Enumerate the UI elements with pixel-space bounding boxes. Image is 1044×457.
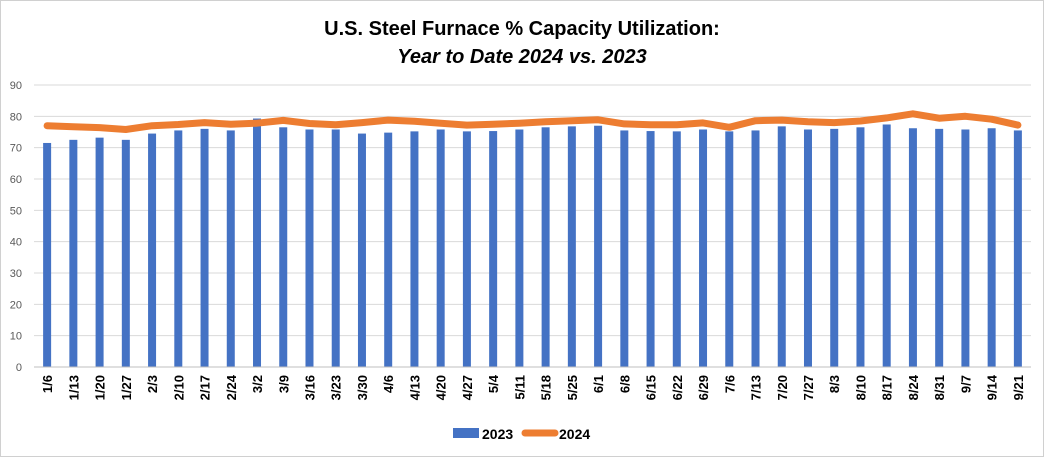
bar-2023 <box>725 131 734 367</box>
bar-2023 <box>95 137 104 367</box>
bar-2023 <box>935 128 944 367</box>
y-tick-label: 0 <box>16 362 22 374</box>
chart-subtitle: Year to Date 2024 vs. 2023 <box>397 46 647 68</box>
y-tick-label: 90 <box>10 80 22 92</box>
x-tick-label: 6/1 <box>591 375 606 393</box>
y-tick-label: 50 <box>10 205 22 217</box>
bar-2023 <box>751 130 760 367</box>
bar-2023 <box>908 128 917 367</box>
x-tick-label: 3/2 <box>250 375 265 393</box>
bar-2023 <box>331 129 340 367</box>
x-tick-label: 1/13 <box>66 375 81 400</box>
y-tick-label: 80 <box>10 111 22 123</box>
chart-title: U.S. Steel Furnace % Capacity Utilizatio… <box>324 18 720 40</box>
line-2024 <box>43 110 1022 133</box>
bar-2023 <box>148 133 157 367</box>
x-tick-label: 8/31 <box>932 375 947 400</box>
bar-2023 <box>489 131 498 367</box>
y-tick-label: 10 <box>10 331 22 343</box>
x-tick-label: 2/3 <box>145 375 160 393</box>
bar-2023 <box>43 142 52 367</box>
x-tick-label: 9/14 <box>985 374 1000 400</box>
x-tick-label: 5/11 <box>512 375 527 400</box>
bar-2023 <box>121 139 130 367</box>
x-tick-label: 3/30 <box>355 375 370 400</box>
bar-2023 <box>777 126 786 367</box>
y-tick-label: 60 <box>10 174 22 186</box>
y-tick-label: 70 <box>10 143 22 155</box>
x-tick-label: 1/20 <box>93 375 108 400</box>
x-tick-label: 3/23 <box>329 375 344 400</box>
bar-2023 <box>279 127 288 367</box>
bar-2023 <box>436 129 445 367</box>
x-tick-label: 3/16 <box>302 375 317 400</box>
bar-2023 <box>620 130 629 367</box>
bar-2023 <box>856 127 865 367</box>
bar-2023 <box>384 132 393 367</box>
x-tick-label: 8/10 <box>853 375 868 400</box>
bar-2023 <box>69 139 78 367</box>
x-tick-label: 1/27 <box>119 375 134 400</box>
x-tick-label: 2/10 <box>171 375 186 400</box>
x-tick-label: 7/20 <box>775 375 790 400</box>
x-tick-label: 2/24 <box>224 374 239 400</box>
bar-2023 <box>987 128 996 367</box>
bar-2023 <box>803 129 812 367</box>
bar-2023 <box>1013 130 1022 367</box>
x-tick-label: 2/17 <box>198 375 213 400</box>
x-tick-label: 4/20 <box>434 375 449 400</box>
bar-2023 <box>357 133 366 367</box>
x-tick-label: 5/18 <box>539 375 554 400</box>
x-tick-label: 8/24 <box>906 374 921 400</box>
bar-2023 <box>462 131 471 367</box>
bar-2023 <box>567 126 576 367</box>
x-tick-label: 6/22 <box>670 375 685 400</box>
x-tick-label: 7/6 <box>722 375 737 393</box>
bar-2023 <box>515 129 524 367</box>
x-tick-label: 9/7 <box>958 375 973 393</box>
bar-2023 <box>305 129 314 367</box>
y-tick-label: 40 <box>10 237 22 249</box>
bar-2023 <box>410 131 419 367</box>
x-tick-label: 1/6 <box>40 375 55 393</box>
x-tick-label: 7/13 <box>749 375 764 400</box>
bar-2023 <box>699 129 708 367</box>
x-tick-label: 6/29 <box>696 375 711 400</box>
x-tick-label: 7/27 <box>801 375 816 400</box>
bar-2023 <box>882 124 891 367</box>
legend-swatch-2023 <box>453 428 479 438</box>
bar-2023 <box>541 127 550 367</box>
x-tick-label: 4/13 <box>407 375 422 400</box>
bar-2023 <box>961 129 970 367</box>
x-tick-label: 6/15 <box>644 375 659 400</box>
bar-2023 <box>200 128 209 367</box>
legend-label-2024: 2024 <box>559 426 590 442</box>
x-tick-label: 5/25 <box>565 375 580 400</box>
bar-2023 <box>646 131 655 367</box>
y-tick-label: 30 <box>10 268 22 280</box>
legend: 2023 2024 <box>453 426 590 442</box>
x-tick-label: 6/8 <box>617 375 632 393</box>
x-tick-label: 8/3 <box>827 375 842 393</box>
bar-2023 <box>174 130 183 367</box>
x-tick-label: 4/6 <box>381 375 396 393</box>
x-tick-label: 3/9 <box>276 375 291 393</box>
x-tick-label: 5/4 <box>486 374 501 393</box>
x-tick-label: 4/27 <box>460 375 475 400</box>
bar-2023 <box>594 125 603 367</box>
x-tick-label: 8/17 <box>880 375 895 400</box>
y-tick-label: 20 <box>10 299 22 311</box>
bar-2023 <box>226 130 235 367</box>
legend-label-2023: 2023 <box>482 426 513 442</box>
bar-2023 <box>830 128 839 367</box>
x-tick-label: 9/21 <box>1011 375 1026 400</box>
bar-2023 <box>253 118 262 367</box>
bar-2023 <box>672 131 681 367</box>
